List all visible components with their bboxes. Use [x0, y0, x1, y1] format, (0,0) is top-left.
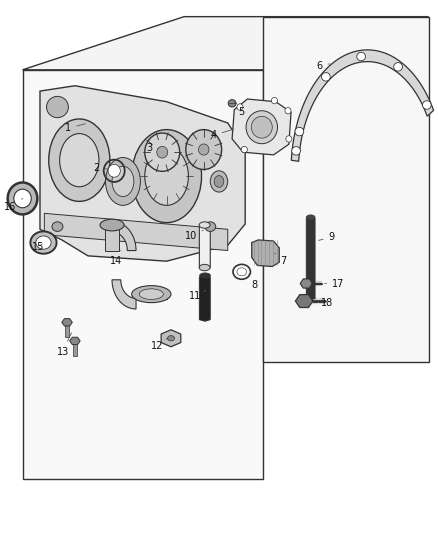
Polygon shape	[199, 276, 210, 321]
Ellipse shape	[199, 264, 210, 271]
Polygon shape	[105, 227, 120, 251]
Ellipse shape	[167, 336, 174, 341]
Ellipse shape	[237, 268, 247, 276]
Polygon shape	[291, 50, 434, 161]
Ellipse shape	[8, 182, 37, 214]
Ellipse shape	[186, 130, 222, 169]
Polygon shape	[62, 319, 72, 326]
Ellipse shape	[157, 147, 168, 158]
Text: 14: 14	[110, 251, 123, 266]
Polygon shape	[70, 337, 80, 345]
Ellipse shape	[423, 101, 431, 109]
Text: 13: 13	[57, 333, 71, 357]
Polygon shape	[199, 225, 210, 269]
Text: 12: 12	[151, 338, 167, 351]
Ellipse shape	[237, 104, 243, 110]
Ellipse shape	[306, 215, 315, 220]
Ellipse shape	[199, 222, 210, 228]
Text: 1: 1	[65, 123, 85, 133]
Ellipse shape	[228, 100, 236, 107]
Polygon shape	[112, 221, 136, 251]
Ellipse shape	[251, 116, 272, 138]
Ellipse shape	[139, 289, 163, 300]
Polygon shape	[295, 295, 313, 308]
Ellipse shape	[30, 231, 57, 254]
Text: 17: 17	[325, 279, 344, 288]
Polygon shape	[40, 86, 245, 261]
Ellipse shape	[145, 133, 180, 171]
Polygon shape	[65, 325, 69, 337]
Ellipse shape	[272, 98, 278, 104]
Text: 9: 9	[318, 232, 335, 243]
Text: 3: 3	[146, 143, 159, 154]
Ellipse shape	[36, 236, 51, 249]
Polygon shape	[306, 217, 315, 300]
Text: 6: 6	[316, 61, 330, 70]
Text: 5: 5	[234, 102, 245, 117]
Ellipse shape	[214, 175, 224, 187]
Text: 4: 4	[211, 129, 234, 140]
Polygon shape	[161, 330, 181, 347]
Polygon shape	[232, 99, 291, 155]
Text: 8: 8	[249, 274, 258, 289]
Ellipse shape	[394, 62, 403, 71]
Ellipse shape	[52, 222, 63, 231]
Ellipse shape	[145, 147, 188, 205]
Text: 7: 7	[275, 253, 287, 266]
Ellipse shape	[198, 144, 209, 155]
Text: 11: 11	[189, 290, 206, 301]
Ellipse shape	[132, 130, 201, 223]
Text: 10: 10	[184, 230, 203, 241]
Ellipse shape	[49, 119, 110, 201]
Polygon shape	[263, 17, 428, 362]
Ellipse shape	[106, 158, 141, 205]
Polygon shape	[22, 17, 428, 70]
Polygon shape	[136, 289, 166, 300]
Ellipse shape	[357, 52, 365, 61]
Polygon shape	[112, 280, 136, 309]
Ellipse shape	[112, 166, 134, 197]
Ellipse shape	[295, 127, 304, 136]
Ellipse shape	[210, 171, 228, 192]
Ellipse shape	[14, 189, 31, 208]
Polygon shape	[22, 70, 263, 479]
Ellipse shape	[108, 165, 120, 177]
Text: 15: 15	[32, 243, 44, 252]
Ellipse shape	[46, 96, 68, 118]
Ellipse shape	[132, 286, 171, 303]
Polygon shape	[44, 213, 228, 251]
Ellipse shape	[205, 222, 216, 231]
Ellipse shape	[321, 72, 330, 81]
Text: 2: 2	[94, 163, 108, 173]
Ellipse shape	[285, 108, 291, 114]
Ellipse shape	[246, 111, 278, 144]
Ellipse shape	[241, 147, 247, 153]
Ellipse shape	[292, 147, 300, 155]
Text: 16: 16	[4, 198, 22, 212]
Text: 18: 18	[321, 297, 333, 308]
Ellipse shape	[200, 273, 211, 278]
Polygon shape	[252, 240, 279, 266]
Polygon shape	[300, 279, 312, 288]
Ellipse shape	[286, 136, 292, 142]
Polygon shape	[73, 344, 77, 356]
Ellipse shape	[60, 134, 99, 187]
Ellipse shape	[100, 219, 124, 231]
